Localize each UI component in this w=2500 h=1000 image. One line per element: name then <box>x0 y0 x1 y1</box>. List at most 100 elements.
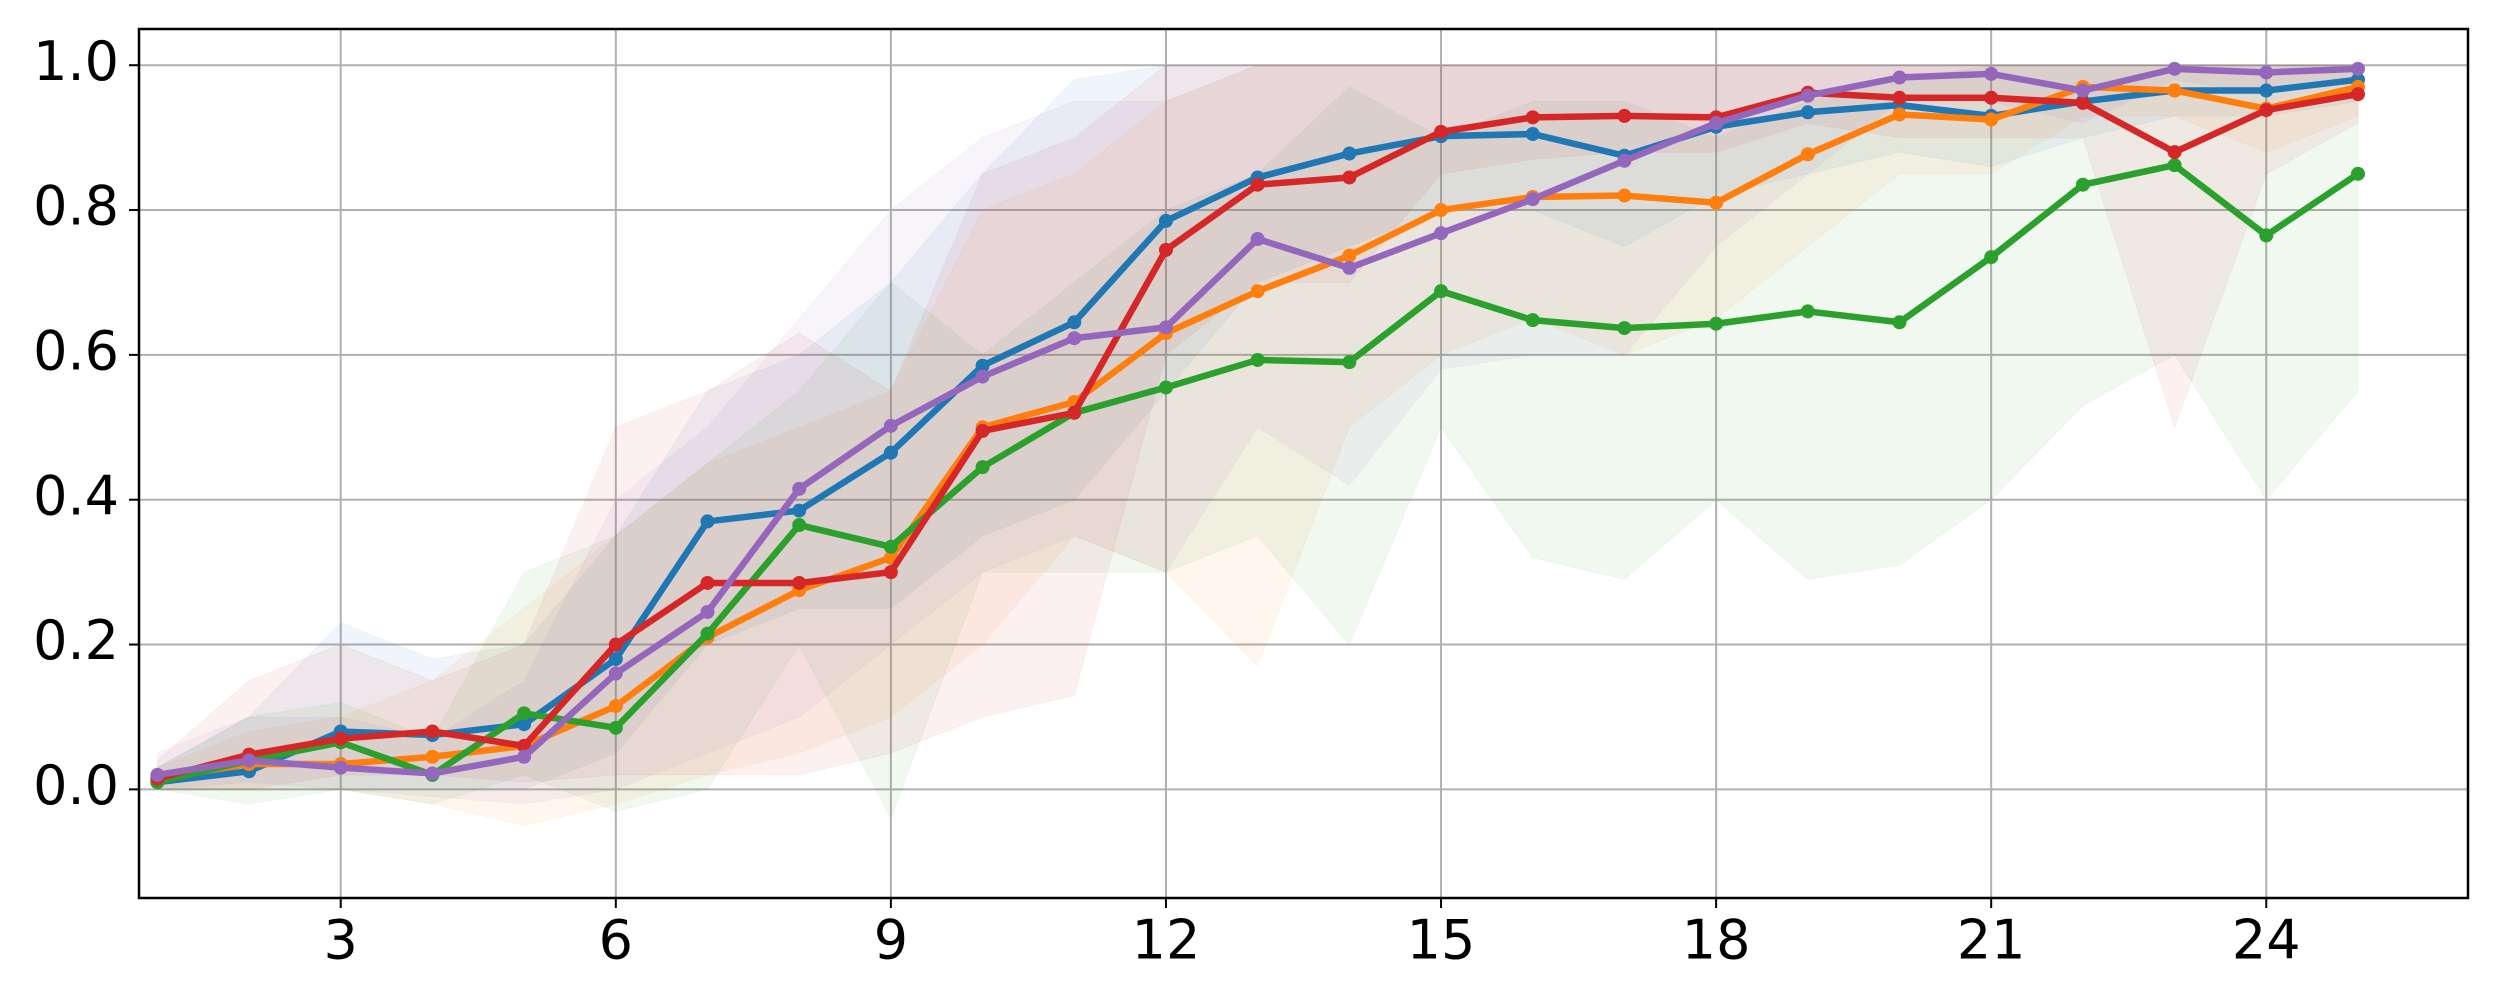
point <box>1250 177 1265 192</box>
point <box>2259 228 2274 243</box>
y-tick-label: 0.0 <box>33 754 119 817</box>
point <box>2167 61 2182 76</box>
point <box>517 717 532 732</box>
x-tick-label: 21 <box>1957 909 2026 972</box>
point <box>1525 110 1540 125</box>
grid <box>139 29 2468 898</box>
y-tick-label: 0.4 <box>33 464 119 527</box>
point <box>1800 147 1815 162</box>
point <box>333 731 348 746</box>
point <box>975 358 990 373</box>
point <box>1617 188 1632 203</box>
point <box>700 575 715 590</box>
point <box>1250 352 1265 367</box>
point <box>1434 284 1449 299</box>
point <box>1892 107 1907 122</box>
point <box>883 418 898 433</box>
x-tick-label: 6 <box>599 909 633 972</box>
point <box>1342 170 1357 185</box>
point <box>242 753 257 768</box>
point <box>425 724 440 739</box>
point <box>1984 66 1999 81</box>
point <box>608 666 623 681</box>
plot-frame <box>137 27 2470 900</box>
point <box>1800 105 1815 120</box>
point <box>2259 103 2274 118</box>
point <box>2350 87 2365 102</box>
point <box>1892 70 1907 85</box>
point <box>1342 355 1357 370</box>
point <box>1250 284 1265 299</box>
point <box>1984 250 1999 265</box>
point <box>608 652 623 667</box>
point <box>1984 112 1999 127</box>
point <box>1434 203 1449 218</box>
point <box>1617 153 1632 168</box>
point <box>2259 65 2274 80</box>
y-tick-label: 0.8 <box>33 175 119 238</box>
point <box>2350 61 2365 76</box>
x-tick-label: 3 <box>324 909 358 972</box>
point <box>1342 248 1357 263</box>
point <box>700 604 715 619</box>
point <box>608 637 623 652</box>
x-tick-label: 12 <box>1132 909 1201 972</box>
point <box>1709 195 1724 210</box>
point <box>1617 108 1632 123</box>
point <box>1158 320 1173 335</box>
point <box>1892 315 1907 330</box>
point <box>1434 226 1449 241</box>
point <box>608 699 623 714</box>
point <box>1067 315 1082 330</box>
point <box>1525 313 1540 328</box>
point <box>1434 124 1449 139</box>
x-tick-label: 15 <box>1407 909 1476 972</box>
point <box>1525 127 1540 142</box>
point <box>1617 321 1632 336</box>
point <box>1892 90 1907 105</box>
point <box>2075 177 2090 192</box>
point <box>1250 232 1265 247</box>
point <box>1158 242 1173 257</box>
point <box>1158 380 1173 395</box>
point <box>1525 192 1540 207</box>
point <box>2167 145 2182 160</box>
point <box>2259 83 2274 98</box>
y-tick-label: 0.6 <box>33 320 119 383</box>
x-tick-label: 24 <box>2232 909 2301 972</box>
point <box>150 767 165 782</box>
point <box>517 749 532 764</box>
point <box>1709 316 1724 331</box>
point <box>2167 158 2182 173</box>
point <box>2350 166 2365 181</box>
point <box>975 460 990 475</box>
point <box>425 749 440 764</box>
point <box>975 423 990 438</box>
point <box>608 720 623 735</box>
point <box>1984 90 1999 105</box>
point <box>700 514 715 529</box>
point <box>792 575 807 590</box>
point <box>883 565 898 580</box>
point <box>1709 116 1724 131</box>
point <box>883 539 898 554</box>
lines <box>150 61 2365 790</box>
point <box>792 518 807 533</box>
point <box>1342 260 1357 275</box>
point <box>1067 405 1082 420</box>
point <box>425 766 440 781</box>
point <box>2075 95 2090 110</box>
point <box>792 481 807 496</box>
point <box>517 706 532 721</box>
y-tick-label: 0.2 <box>33 609 119 672</box>
point <box>1800 88 1815 103</box>
point <box>333 760 348 775</box>
point <box>975 369 990 384</box>
x-tick-label: 18 <box>1682 909 1751 972</box>
point <box>1342 146 1357 161</box>
x-tick-label: 9 <box>874 909 908 972</box>
point <box>1067 331 1082 346</box>
point <box>792 503 807 518</box>
point <box>883 445 898 460</box>
